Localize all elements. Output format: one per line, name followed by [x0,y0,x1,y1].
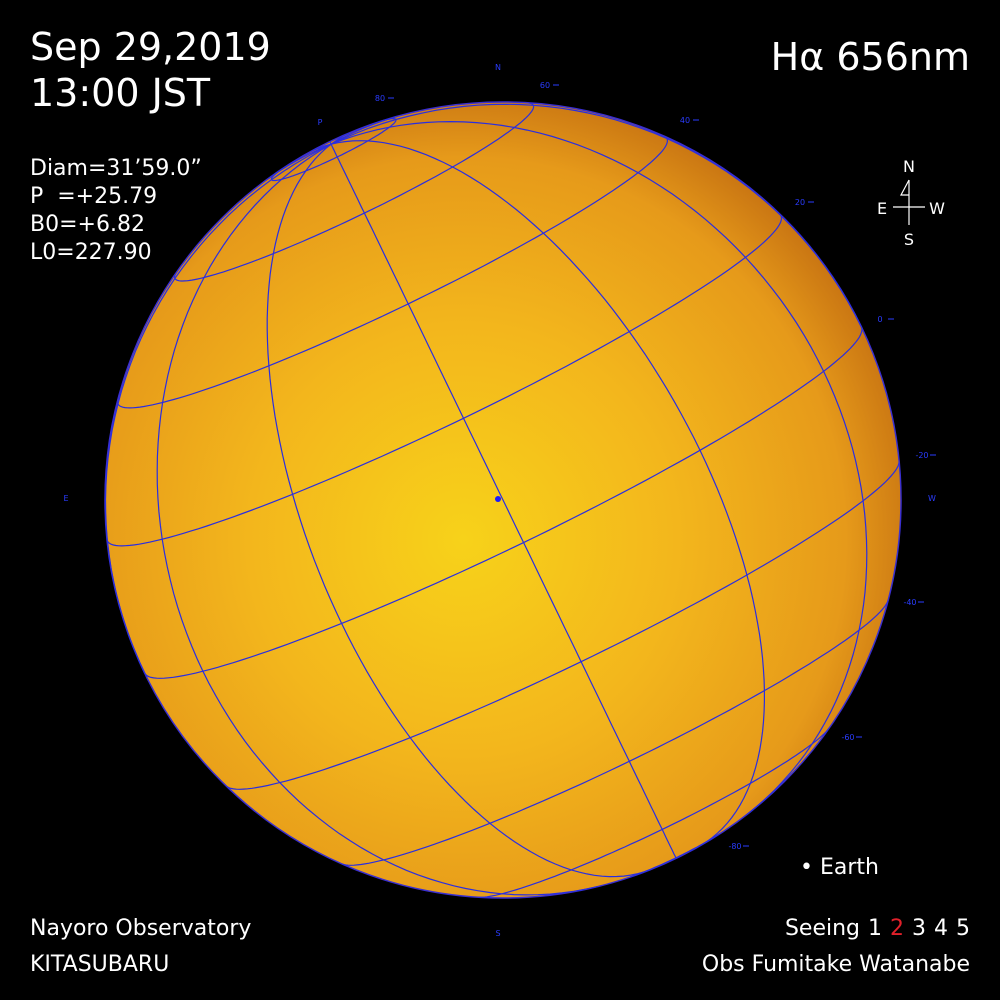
grid-line [330,143,677,859]
seeing-label: Seeing [785,916,860,941]
grid-label: P [318,118,323,127]
grid-line [267,143,332,180]
grid-label: -20 [915,451,928,460]
compass-label: E [877,199,887,218]
parameter: L0=227.90 [30,240,152,265]
grid-line [330,132,350,145]
date: Sep 29,2019 [30,25,271,69]
seeing-level: 4 [934,916,948,941]
seeing-level: 1 [868,916,882,941]
grid-line [329,141,332,145]
compass-label: N [903,157,915,176]
disk-center [495,496,501,502]
parameter: P =+25.79 [30,184,157,209]
grid-line [266,143,652,878]
grid-label: E [63,494,68,503]
seeing-level: 3 [912,916,926,941]
grid-label: -40 [903,598,916,607]
seeing: Seeing 1 2 3 4 5 [785,916,970,941]
observer: Obs Fumitake Watanabe [702,952,970,977]
grid-line [330,140,765,846]
compass-label: S [904,230,914,249]
grid-label: -80 [728,842,741,851]
grid-line [330,120,868,815]
grid-label: 60 [540,81,550,90]
seeing-level: 5 [956,916,970,941]
seeing-level: 2 [890,916,904,941]
grid-label: -60 [841,733,854,742]
time: 13:00 JST [30,71,211,115]
grid-label: N [495,63,501,72]
grid-line [330,103,862,328]
earth-label: • Earth [800,855,879,880]
compass-label: W [929,199,945,218]
grid-line [156,143,598,896]
grid-label: 80 [375,94,385,103]
wavelength: Hα 656nm [771,35,970,79]
observatory: Nayoro Observatory [30,916,251,941]
heliographic-grid [104,102,900,898]
parameter: B0=+6.82 [30,212,145,237]
grid-label: 20 [795,198,805,207]
grid-label: 40 [680,116,690,125]
telescope: KITASUBARU [30,952,169,977]
grid-label: S [495,929,500,938]
grid-label: 0 [877,315,882,324]
grid-label: W [928,494,936,503]
parameter: Diam=31’59.0” [30,156,202,181]
grid-line [330,115,398,145]
grid-line [104,143,332,674]
compass: N E W S [877,157,945,249]
